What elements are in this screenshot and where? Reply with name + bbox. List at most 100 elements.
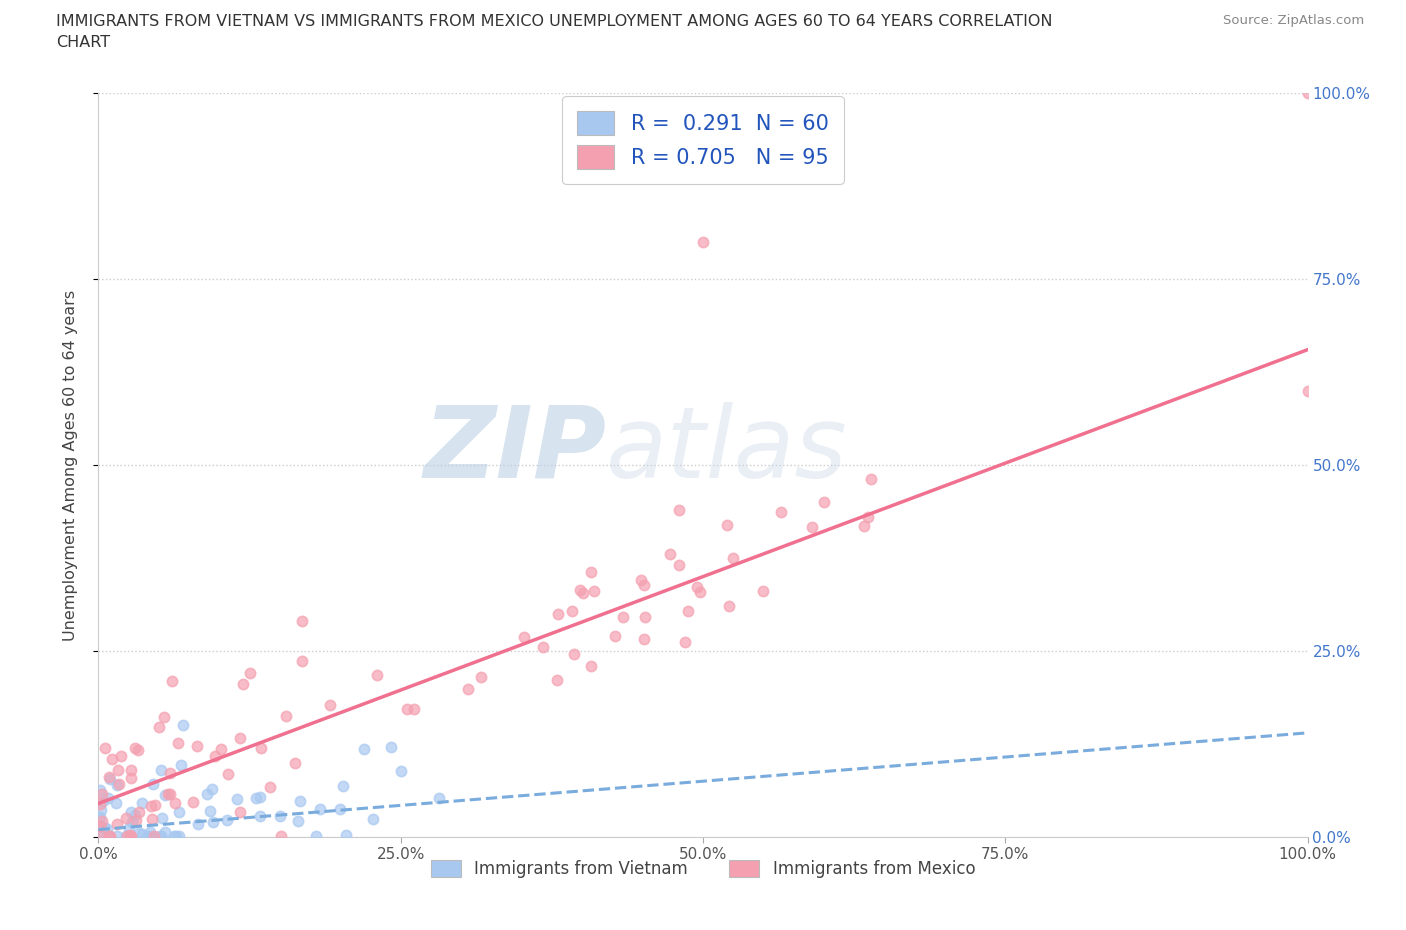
Point [93, 819, 115, 834]
Point [562, 646, 585, 661]
Point [686, 579, 709, 594]
Point [335, 828, 357, 843]
Point [141, 812, 163, 827]
Point [105, 829, 128, 844]
Point [138, 829, 160, 844]
Point [329, 802, 352, 817]
Point [201, 815, 224, 830]
Point [249, 740, 271, 755]
Point [689, 584, 711, 599]
Point [673, 635, 696, 650]
Point [232, 677, 254, 692]
Point [229, 731, 252, 746]
Point [546, 673, 568, 688]
Point [389, 764, 412, 778]
Point [163, 829, 186, 844]
Point [120, 829, 142, 844]
Point [101, 751, 124, 766]
Point [579, 565, 602, 579]
Point [245, 790, 267, 805]
Point [513, 630, 536, 644]
Point [363, 811, 385, 826]
Point [612, 609, 634, 624]
Point [127, 742, 149, 757]
Point [150, 810, 173, 825]
Point [108, 777, 131, 791]
Point [813, 495, 835, 510]
Point [131, 796, 153, 811]
Point [226, 792, 249, 807]
Point [153, 787, 176, 802]
Point [120, 804, 142, 819]
Point [120, 828, 142, 843]
Point [630, 573, 652, 588]
Point [128, 825, 150, 840]
Point [90, 786, 112, 801]
Point [659, 547, 682, 562]
Point [91, 814, 114, 829]
Point [153, 710, 176, 724]
Point [97, 770, 120, 785]
Point [114, 810, 136, 825]
Point [308, 801, 330, 816]
Point [801, 520, 824, 535]
Point [145, 798, 167, 813]
Point [718, 599, 741, 614]
Point [290, 613, 312, 628]
Point [165, 829, 187, 844]
Point [89, 829, 111, 844]
Point [380, 739, 402, 754]
Point [118, 820, 141, 835]
Point [170, 757, 193, 772]
Point [197, 787, 219, 802]
Point [115, 829, 138, 844]
Point [120, 763, 142, 777]
Point [128, 804, 150, 819]
Point [136, 829, 159, 844]
Point [217, 767, 239, 782]
Point [291, 654, 314, 669]
Point [249, 790, 271, 804]
Point [396, 702, 419, 717]
Point [716, 517, 738, 532]
Point [148, 829, 170, 844]
Point [319, 698, 342, 712]
Point [115, 829, 138, 844]
Point [131, 827, 153, 842]
Point [124, 807, 146, 822]
Point [634, 609, 657, 624]
Point [404, 702, 426, 717]
Point [138, 824, 160, 839]
Point [89, 819, 111, 834]
Point [579, 658, 602, 673]
Point [198, 804, 221, 818]
Point [1296, 384, 1319, 399]
Point [583, 584, 606, 599]
Point [366, 668, 388, 683]
Point [353, 742, 375, 757]
Point [605, 629, 627, 644]
Point [150, 829, 173, 844]
Point [139, 799, 162, 814]
Point [98, 829, 121, 844]
Point [148, 719, 170, 734]
Point [249, 808, 271, 823]
Point [769, 505, 792, 520]
Point [89, 797, 111, 812]
Point [89, 827, 111, 842]
Point [429, 790, 451, 805]
Point [110, 749, 132, 764]
Point [98, 829, 121, 844]
Text: Source: ZipAtlas.com: Source: ZipAtlas.com [1223, 14, 1364, 27]
Point [105, 817, 128, 831]
Point [270, 829, 292, 844]
Legend: Immigrants from Vietnam, Immigrants from Mexico: Immigrants from Vietnam, Immigrants from… [425, 853, 981, 884]
Point [239, 666, 262, 681]
Point [143, 829, 166, 844]
Point [676, 604, 699, 618]
Point [284, 756, 307, 771]
Point [305, 828, 328, 843]
Point [269, 808, 291, 823]
Point [163, 795, 186, 810]
Point [167, 829, 190, 844]
